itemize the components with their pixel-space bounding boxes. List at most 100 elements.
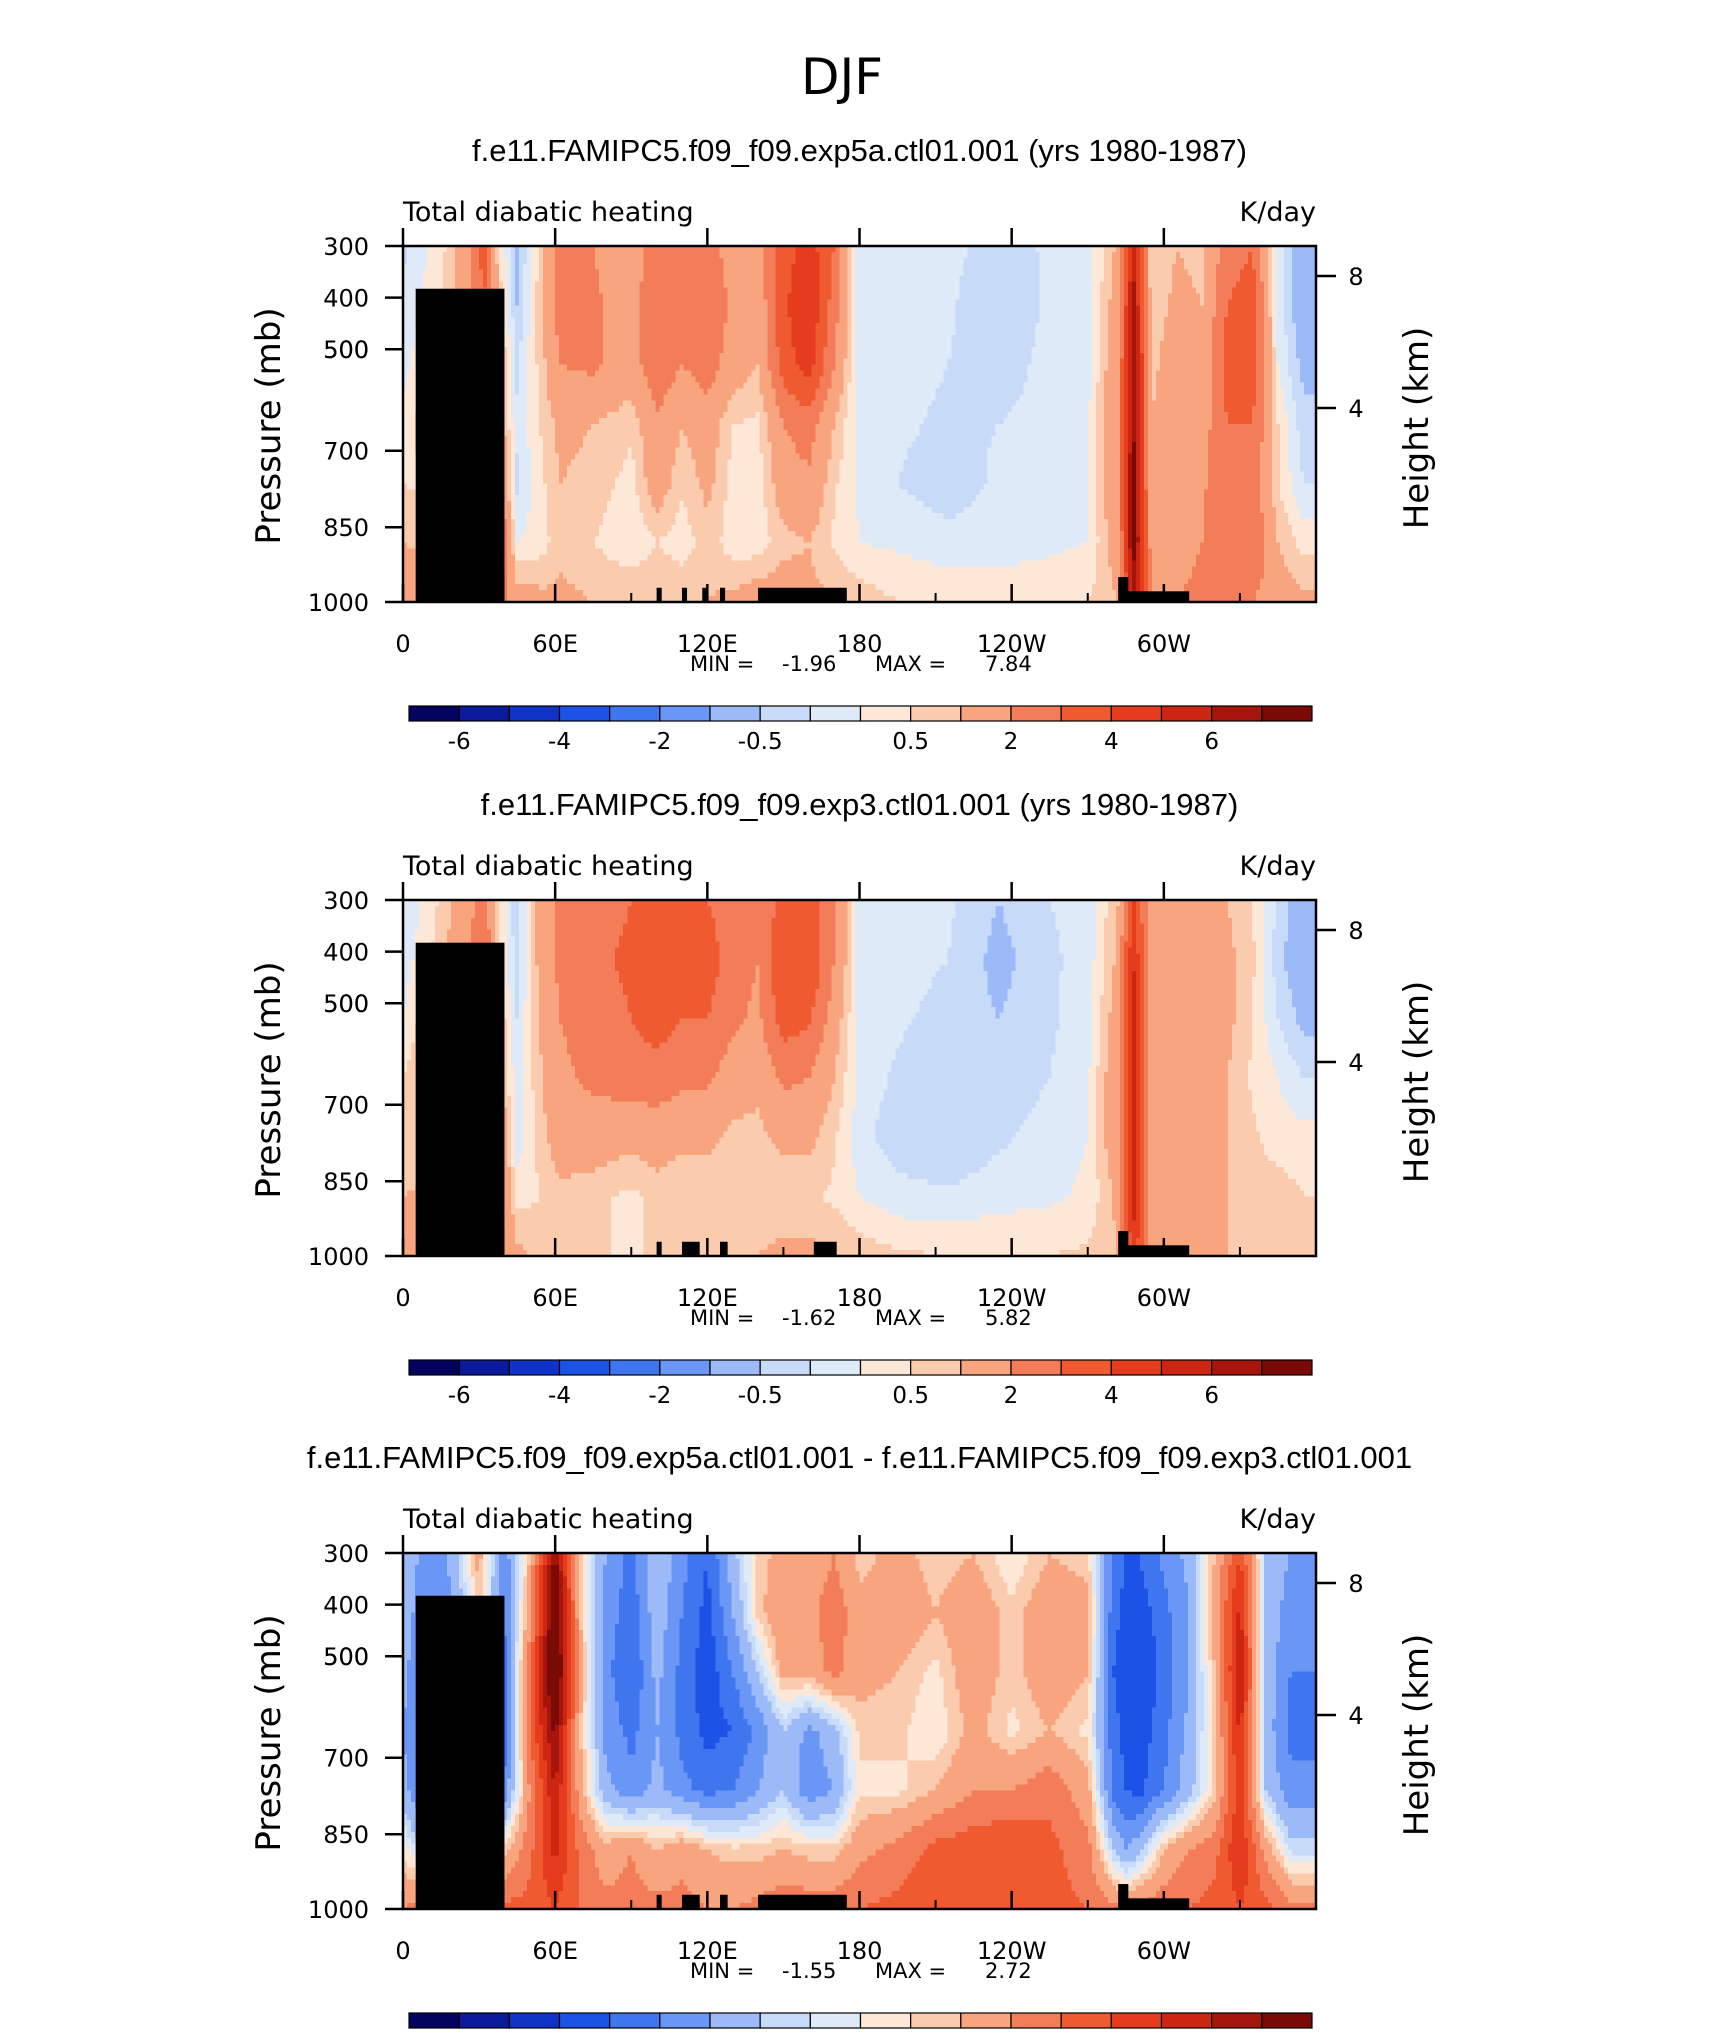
contour-cell: [1139, 1172, 1145, 1180]
contour-cell: [1251, 251, 1261, 259]
contour-cell: [763, 453, 772, 461]
contour-cell: [1123, 1107, 1129, 1115]
contour-cell: [1263, 524, 1277, 532]
contour-cell: [639, 317, 728, 324]
contour-cell: [515, 382, 520, 389]
contour-cell: [1135, 489, 1141, 496]
contour-cell: [1131, 1030, 1137, 1038]
contour-cell: [1119, 1131, 1125, 1138]
contour-cell: [727, 477, 764, 484]
contour-cell: [1271, 447, 1281, 455]
contour-cell: [855, 465, 905, 473]
contour-cell: [407, 1066, 424, 1073]
contour-cell: [511, 1202, 516, 1210]
contour-cell: [851, 959, 857, 966]
contour-cell: [1143, 1214, 1149, 1221]
contour-cell: [835, 917, 849, 925]
contour-cell: [819, 941, 837, 949]
contour-cell: [1131, 1083, 1137, 1091]
contour-cell: [1103, 977, 1113, 984]
contour-cell: [839, 299, 849, 306]
contour-cell: [643, 257, 724, 265]
contour-cell: [727, 489, 764, 496]
contour-cell: [831, 453, 845, 461]
contour-cell: [643, 1226, 857, 1233]
contour-cell: [1039, 287, 1093, 295]
contour-cell: [1143, 929, 1149, 937]
contour-cell: [1095, 905, 1109, 913]
contour-cell: [1283, 965, 1317, 972]
contour-cell: [1263, 364, 1273, 372]
contour-cell: [779, 560, 813, 567]
colorbar-label: 6: [1204, 729, 1219, 755]
contour-cell: [663, 501, 680, 508]
contour-cell: [1247, 257, 1253, 265]
contour-cell: [659, 536, 696, 544]
contour-cell: [535, 1137, 548, 1144]
contour-cell: [823, 1113, 841, 1121]
contour-cell: [507, 1113, 512, 1121]
contour-cell: [559, 471, 568, 478]
contour-cell: [1227, 1184, 1301, 1192]
contour-cell: [1107, 323, 1121, 330]
contour-cell: [815, 424, 837, 431]
contour-cell: [1123, 994, 1129, 1002]
contour-cell: [1147, 983, 1237, 990]
contour-cell: [731, 441, 760, 449]
contour-cell: [819, 382, 833, 389]
contour-cell: [535, 953, 556, 960]
contour-cell: [555, 275, 600, 283]
contour-cell: [991, 923, 1009, 931]
contour-cell: [531, 971, 540, 978]
contour-cell: [1119, 1060, 1125, 1067]
contour-cell: [507, 560, 516, 567]
contour-cell: [879, 1113, 1029, 1121]
contour-cell: [403, 418, 416, 425]
contour-cell: [763, 406, 781, 413]
contour-cell: [787, 388, 817, 395]
contour-cell: [771, 471, 829, 478]
contour-cell: [1271, 429, 1281, 437]
contour-cell: [507, 977, 516, 984]
contour-cell: [1011, 941, 1061, 949]
contour-cell: [763, 287, 776, 295]
contour-cell: [1087, 447, 1097, 455]
contour-cell: [1127, 548, 1133, 556]
contour-cell: [1059, 1018, 1093, 1026]
contour-cell: [419, 923, 436, 931]
contour-cell: [1143, 435, 1149, 443]
contour-cell: [1143, 293, 1149, 300]
contour-cell: [835, 346, 849, 354]
contour-cell: [835, 953, 849, 960]
contour-cell: [1143, 364, 1149, 372]
contour-cell: [627, 1000, 712, 1008]
terrain-block: [453, 1227, 472, 1256]
contour-cell: [1155, 388, 1213, 395]
contour-cell: [1095, 1202, 1113, 1210]
contour-cell: [1139, 1078, 1145, 1085]
contour-cell: [403, 281, 424, 289]
contour-cell: [847, 323, 853, 330]
contour-cell: [555, 418, 600, 425]
contour-cell: [1147, 1006, 1237, 1014]
contour-cell: [1095, 1078, 1105, 1085]
contour-cell: [711, 994, 752, 1002]
contour-cell: [1147, 1143, 1229, 1150]
contour-cell: [1123, 1036, 1129, 1043]
contour-cell: [763, 489, 776, 496]
contour-cell: [507, 1137, 512, 1144]
contour-cell: [767, 429, 789, 437]
contour-cell: [839, 269, 849, 277]
contour-cell: [843, 418, 857, 425]
contour-cell: [1123, 441, 1129, 449]
contour-cell: [1131, 275, 1137, 283]
contour-cell: [847, 257, 853, 265]
contour-cell: [1303, 471, 1317, 478]
contour-cell: [1227, 1089, 1253, 1097]
contour-cell: [523, 1095, 536, 1103]
contour-cell: [1123, 1161, 1129, 1168]
contour-cell: [1291, 530, 1317, 538]
contour-cell: [1207, 447, 1261, 455]
contour-cell: [791, 323, 817, 330]
contour-cell: [531, 305, 536, 312]
